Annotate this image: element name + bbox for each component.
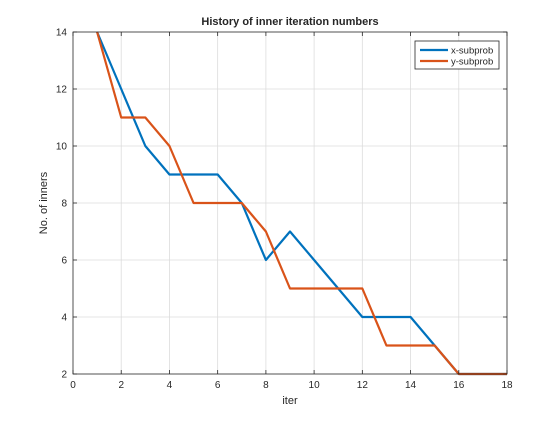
y-tick-label: 6: [61, 256, 67, 267]
x-tick-label: 8: [263, 380, 269, 391]
x-tick-label: 10: [309, 380, 321, 391]
series-layer: [96, 31, 507, 376]
y-tick-label: 10: [56, 142, 68, 153]
chart-title: History of inner iteration numbers: [201, 16, 378, 28]
x-tick-label: 16: [453, 380, 465, 391]
legend-label: x-subprob: [451, 46, 493, 57]
x-tick-label: 0: [70, 380, 76, 391]
series-line-y-subprob: [96, 31, 507, 376]
x-tick-label: 18: [501, 380, 513, 391]
y-tick-label: 12: [56, 85, 68, 96]
x-tick-label: 12: [357, 380, 369, 391]
y-tick-label: 8: [61, 199, 67, 210]
x-tick-label: 6: [215, 380, 221, 391]
x-axis-label: iter: [282, 395, 298, 407]
y-tick-label: 2: [61, 370, 67, 381]
y-tick-label: 14: [56, 28, 68, 39]
legend-box: [414, 40, 500, 70]
x-tick-label: 2: [118, 380, 124, 391]
y-axis-label: No. of inners: [38, 171, 50, 234]
legend-label: y-subprob: [451, 57, 493, 68]
y-tick-label: 4: [61, 313, 67, 324]
x-tick-label: 4: [167, 380, 173, 391]
x-tick-label: 14: [405, 380, 417, 391]
